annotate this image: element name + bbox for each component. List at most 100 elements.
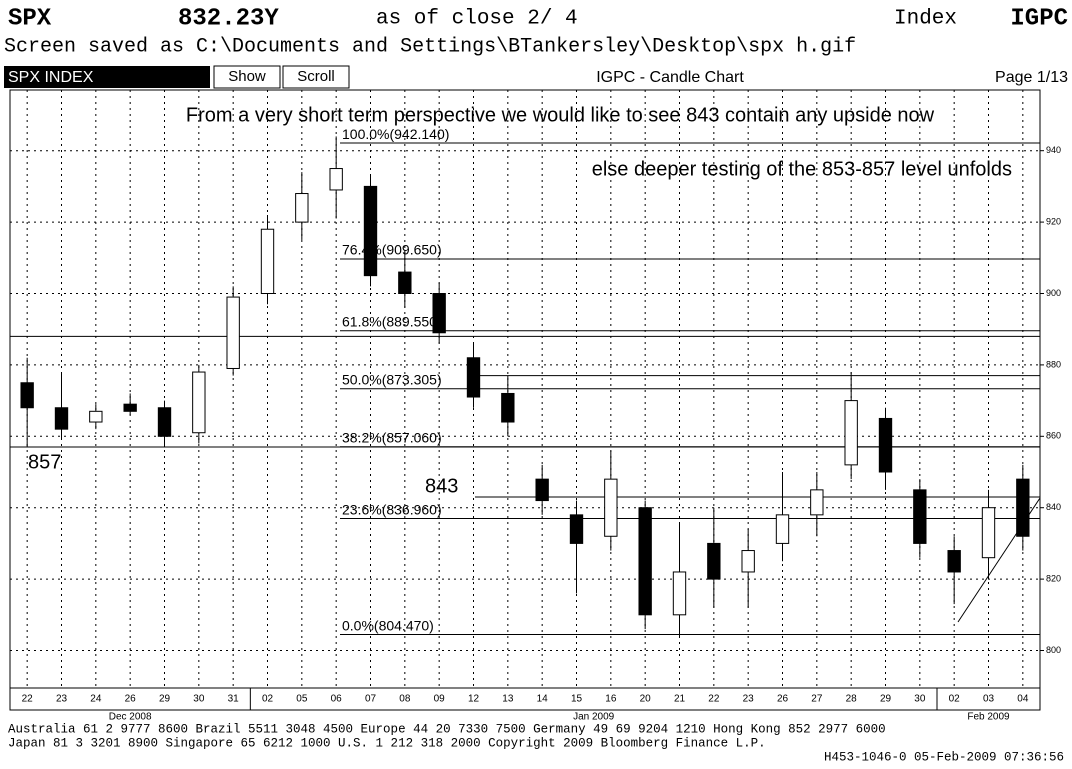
level-label: 843 bbox=[425, 475, 458, 497]
x-tick-label: 30 bbox=[914, 694, 926, 705]
candle-body bbox=[192, 371, 206, 434]
footer: Australia 61 2 9777 8600 Brazil 5511 304… bbox=[8, 722, 886, 736]
x-tick-label: 05 bbox=[296, 694, 308, 705]
candle-body bbox=[363, 185, 378, 277]
fib-label: 23.6%(836.960) bbox=[342, 501, 442, 517]
candle-body bbox=[157, 407, 172, 437]
candle-body bbox=[1016, 478, 1030, 537]
x-tick-label: 12 bbox=[468, 694, 480, 705]
x-tick-label: 26 bbox=[777, 694, 789, 705]
fib-label: 50.0%(873.305) bbox=[342, 372, 442, 388]
x-tick-label: 22 bbox=[708, 694, 720, 705]
candle-body bbox=[123, 403, 137, 412]
button-label[interactable]: Scroll bbox=[297, 68, 335, 85]
fib-label: 76.4%(909.650) bbox=[342, 242, 442, 258]
chart-title: IGPC - Candle Chart bbox=[596, 69, 744, 86]
y-tick-label: 800 bbox=[1046, 645, 1061, 655]
x-tick-label: 02 bbox=[949, 694, 961, 705]
candle-body bbox=[260, 228, 275, 294]
candle-body bbox=[226, 296, 240, 369]
price: 832.23Y bbox=[178, 5, 279, 32]
candle-body bbox=[89, 410, 103, 423]
y-tick-label: 820 bbox=[1046, 573, 1061, 583]
y-tick-label: 840 bbox=[1046, 502, 1061, 512]
x-tick-label: 02 bbox=[262, 694, 274, 705]
candle-body bbox=[844, 400, 858, 466]
candle-body bbox=[295, 193, 309, 223]
x-tick-label: 23 bbox=[56, 694, 68, 705]
candle-body bbox=[466, 357, 481, 398]
security: SPX INDEX bbox=[8, 69, 94, 86]
candle-body bbox=[981, 507, 996, 559]
annotation: else deeper testing of the 853-857 level… bbox=[592, 158, 1012, 180]
candle-body bbox=[638, 507, 652, 616]
x-tick-label: 14 bbox=[537, 694, 549, 705]
x-tick-label: 30 bbox=[193, 694, 205, 705]
x-tick-label: 07 bbox=[365, 694, 377, 705]
function: IGPC bbox=[1010, 5, 1068, 32]
button[interactable] bbox=[213, 65, 281, 89]
index-label: Index bbox=[894, 8, 957, 31]
candle-body bbox=[432, 292, 446, 334]
x-tick-label: 13 bbox=[502, 694, 514, 705]
candle-body bbox=[810, 489, 824, 516]
month-label: Jan 2009 bbox=[573, 712, 615, 723]
y-tick-label: 920 bbox=[1046, 216, 1061, 226]
x-tick-label: 29 bbox=[159, 694, 171, 705]
footer: Japan 81 3 3201 8900 Singapore 65 6212 1… bbox=[8, 736, 766, 750]
annotation: From a very short term perspective we wo… bbox=[186, 104, 935, 126]
x-tick-label: 24 bbox=[90, 694, 102, 705]
x-tick-label: 06 bbox=[331, 694, 343, 705]
candle-body bbox=[672, 571, 687, 616]
x-tick-label: 21 bbox=[674, 694, 686, 705]
as-of: as of close 2/ 4 bbox=[376, 8, 578, 31]
level-label: 857 bbox=[28, 451, 61, 473]
plot-frame bbox=[9, 89, 1041, 711]
fib-label: 38.2%(857.060) bbox=[342, 430, 442, 446]
y-tick-label: 940 bbox=[1046, 145, 1061, 155]
candle-body bbox=[329, 168, 343, 191]
candle-body bbox=[947, 550, 961, 573]
candle-body bbox=[535, 478, 549, 502]
x-tick-label: 20 bbox=[640, 694, 652, 705]
candle-body bbox=[398, 271, 412, 294]
x-tick-label: 23 bbox=[743, 694, 755, 705]
button[interactable] bbox=[282, 65, 350, 89]
candle-body bbox=[569, 514, 584, 544]
fib-label: 100.0%(942.140) bbox=[342, 126, 449, 142]
candle-body bbox=[775, 514, 790, 544]
x-tick-label: 22 bbox=[22, 694, 34, 705]
candle-body bbox=[54, 407, 69, 430]
x-tick-label: 03 bbox=[983, 694, 995, 705]
candle-body bbox=[878, 417, 893, 473]
saved-as: Screen saved as C:\Documents and Setting… bbox=[4, 35, 856, 58]
x-tick-label: 27 bbox=[811, 694, 823, 705]
footer: H453-1046-0 05-Feb-2009 07:36:56 bbox=[824, 750, 1064, 764]
fib-label: 61.8%(889.550) bbox=[342, 314, 442, 330]
x-tick-label: 29 bbox=[880, 694, 892, 705]
x-tick-label: 15 bbox=[571, 694, 583, 705]
x-tick-label: 28 bbox=[846, 694, 858, 705]
x-tick-label: 16 bbox=[605, 694, 617, 705]
candle-body bbox=[707, 542, 721, 580]
candle-body bbox=[20, 382, 34, 409]
security-box bbox=[4, 66, 210, 88]
x-tick-label: 26 bbox=[125, 694, 137, 705]
candle-body bbox=[501, 392, 515, 423]
candle-body bbox=[741, 550, 755, 573]
ticker: SPX bbox=[8, 5, 52, 32]
y-tick-label: 880 bbox=[1046, 359, 1061, 369]
x-tick-label: 04 bbox=[1017, 694, 1029, 705]
y-tick-label: 900 bbox=[1046, 288, 1061, 298]
candle-body bbox=[913, 489, 927, 544]
button-label[interactable]: Show bbox=[228, 68, 266, 85]
page: Page 1/13 bbox=[995, 69, 1068, 86]
candle-body bbox=[604, 478, 618, 537]
month-label: Feb 2009 bbox=[967, 712, 1010, 723]
x-tick-label: 31 bbox=[228, 694, 240, 705]
y-tick-label: 860 bbox=[1046, 431, 1061, 441]
x-tick-label: 09 bbox=[434, 694, 446, 705]
fib-label: 0.0%(804.470) bbox=[342, 617, 434, 633]
x-tick-label: 08 bbox=[399, 694, 411, 705]
